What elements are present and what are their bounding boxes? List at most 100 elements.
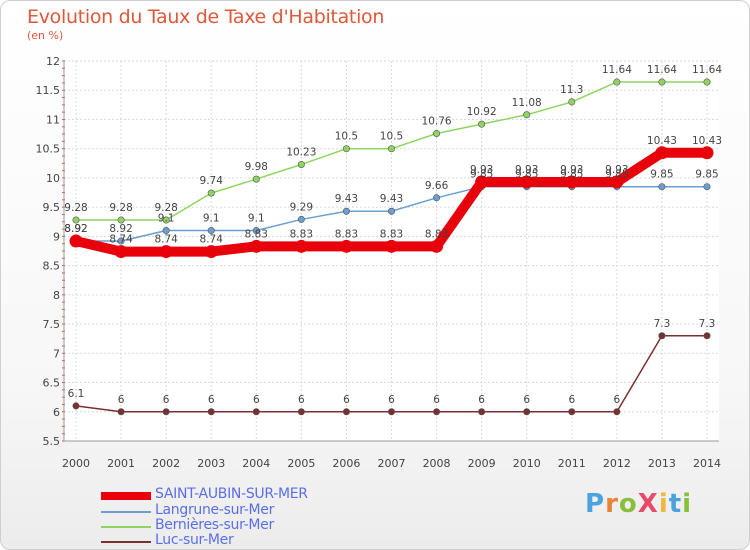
y-tick-label: 9 xyxy=(53,230,60,243)
series-point-3 xyxy=(568,408,576,416)
series-point-2 xyxy=(478,120,486,128)
y-tick-label: 8 xyxy=(53,289,60,302)
series-point-3 xyxy=(252,408,260,416)
legend-label: Bernières-sur-Mer xyxy=(155,517,274,533)
data-label-0: 8.83 xyxy=(425,228,448,240)
series-point-0 xyxy=(249,239,263,253)
series-point-0 xyxy=(294,239,308,253)
data-label-3: 6.1 xyxy=(68,388,85,400)
y-tick-label: 5.5 xyxy=(43,435,61,448)
legend-label: Langrune-sur-Mer xyxy=(155,502,275,518)
data-label-0: 8.83 xyxy=(380,228,403,240)
y-tick-label: 10.5 xyxy=(36,143,61,156)
series-point-3 xyxy=(207,408,215,416)
y-tick-label: 6 xyxy=(53,406,60,419)
series-point-2 xyxy=(613,78,621,86)
data-label-3: 6 xyxy=(523,394,530,406)
x-tick-label: 2014 xyxy=(693,457,721,470)
data-label-0: 8.83 xyxy=(290,228,313,240)
series-point-3 xyxy=(703,332,711,340)
series-point-0 xyxy=(430,239,444,253)
data-label-0: 8.74 xyxy=(154,234,178,246)
series-point-0 xyxy=(520,175,534,189)
proxiti-logo[interactable]: ProXiti xyxy=(585,489,692,519)
x-tick-label: 2000 xyxy=(62,457,90,470)
data-label-3: 7.3 xyxy=(699,318,716,330)
legend-swatch xyxy=(101,541,151,543)
x-tick-label: 2006 xyxy=(332,457,360,470)
series-point-2 xyxy=(658,78,666,86)
series-point-1 xyxy=(342,207,350,215)
data-label-0: 8.74 xyxy=(200,234,224,246)
data-label-3: 6 xyxy=(118,394,125,406)
data-label-3: 6 xyxy=(478,394,485,406)
series-point-2 xyxy=(297,160,305,168)
y-tick-label: 7.5 xyxy=(43,318,61,331)
data-label-2: 10.5 xyxy=(335,131,358,143)
series-point-2 xyxy=(252,175,260,183)
data-label-2: 11.3 xyxy=(560,84,583,96)
series-point-0 xyxy=(114,245,128,259)
series-point-3 xyxy=(387,408,395,416)
data-label-1: 9.85 xyxy=(515,169,538,181)
x-tick-label: 2007 xyxy=(378,457,406,470)
series-point-0 xyxy=(655,146,669,160)
data-label-2: 10.76 xyxy=(422,115,452,127)
series-point-3 xyxy=(342,408,350,416)
series-point-2 xyxy=(342,145,350,153)
legend-swatch xyxy=(101,511,151,513)
y-tick-label: 6.5 xyxy=(43,377,61,390)
series-point-3 xyxy=(117,408,125,416)
series-point-1 xyxy=(297,215,305,223)
series-point-0 xyxy=(385,239,398,253)
series-point-2 xyxy=(703,78,711,86)
series-point-0 xyxy=(69,234,83,248)
chart-title: Evolution du Taux de Taxe d'Habitation xyxy=(27,6,385,28)
series-point-3 xyxy=(478,408,486,416)
data-label-1: 9.43 xyxy=(335,193,358,205)
data-label-1: 9.85 xyxy=(560,169,583,181)
data-label-0: 8.92 xyxy=(64,223,87,235)
data-label-1: 9.66 xyxy=(425,180,449,192)
y-tick-label: 11 xyxy=(46,113,60,126)
data-label-2: 9.28 xyxy=(154,202,177,214)
series-point-2 xyxy=(523,111,531,119)
x-tick-label: 2001 xyxy=(107,457,135,470)
data-label-0: 10.43 xyxy=(692,135,722,147)
series-point-0 xyxy=(339,239,353,253)
series-point-1 xyxy=(703,183,711,191)
logo-letter: X xyxy=(637,489,659,519)
x-tick-label: 2012 xyxy=(603,457,631,470)
data-label-2: 10.23 xyxy=(286,146,316,158)
data-label-2: 11.08 xyxy=(512,97,542,109)
x-tick-label: 2003 xyxy=(197,457,225,470)
logo-letter: o xyxy=(618,489,638,519)
logo-letter: i xyxy=(658,489,669,519)
data-label-1: 9.1 xyxy=(248,213,265,225)
data-label-2: 9.74 xyxy=(200,175,224,187)
data-label-1: 9.85 xyxy=(650,169,673,181)
series-point-1 xyxy=(162,227,170,235)
data-label-2: 11.64 xyxy=(602,64,632,76)
logo-letter: i xyxy=(682,489,693,519)
data-label-3: 6 xyxy=(388,394,395,406)
series-point-3 xyxy=(613,408,621,416)
data-label-1: 9.1 xyxy=(203,213,220,225)
logo-letter: t xyxy=(668,489,683,519)
x-tick-label: 2004 xyxy=(242,457,270,470)
data-label-1: 9.43 xyxy=(380,193,403,205)
data-label-1: 9.85 xyxy=(605,169,628,181)
y-tick-label: 12 xyxy=(46,55,60,68)
series-point-0 xyxy=(700,146,714,160)
series-point-1 xyxy=(658,183,666,191)
data-label-1: 9.85 xyxy=(695,169,718,181)
legend-label: Luc-sur-Mer xyxy=(155,532,234,548)
data-label-0: 9.93 xyxy=(560,164,583,176)
data-label-2: 9.28 xyxy=(64,202,87,214)
series-point-3 xyxy=(297,408,305,416)
legend-label: SAINT-AUBIN-SUR-MER xyxy=(155,486,308,502)
chart-unit: (en %) xyxy=(27,29,64,42)
series-point-0 xyxy=(610,175,624,189)
series-point-0 xyxy=(204,245,218,259)
